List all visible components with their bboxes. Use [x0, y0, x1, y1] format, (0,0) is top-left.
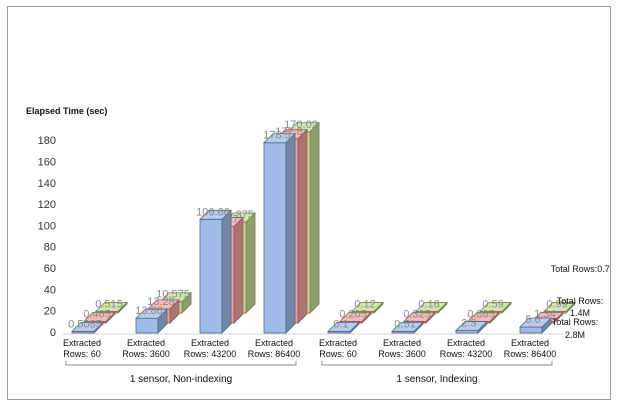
group-bracket [321, 361, 553, 366]
data-label: 13.28 [147, 296, 175, 308]
data-label: 106.66 [196, 206, 230, 218]
y-tick-label: 20 [44, 306, 56, 318]
legend-entry: Total Rows: [552, 317, 599, 327]
bar [519, 317, 552, 334]
category-label: Extracted [255, 338, 293, 348]
category-label: Rows: 86400 [248, 349, 301, 359]
category-label: Extracted [511, 338, 549, 348]
data-label: 0.325 [403, 308, 431, 320]
data-label: 0.5085 [68, 318, 102, 330]
legend-entry: 2.8M [565, 330, 585, 340]
group-bracket [65, 361, 297, 366]
data-label: 178.5 [263, 130, 291, 142]
category-label: Rows: 60 [63, 349, 101, 359]
category-label: Extracted [319, 338, 357, 348]
data-label: 0.865 [467, 308, 495, 320]
bar [455, 320, 488, 334]
category-label: Extracted [383, 338, 421, 348]
bar [199, 209, 232, 334]
data-label: 13.86 [135, 305, 163, 317]
bar [327, 321, 360, 334]
y-tick-label: 160 [38, 156, 56, 168]
category-label: Rows: 60 [319, 349, 357, 359]
y-tick-label: 40 [44, 284, 56, 296]
data-label: 10.575 [156, 289, 190, 301]
y-tick-label: 100 [38, 220, 56, 232]
category-label: Extracted [447, 338, 485, 348]
y-tick-label: 0 [50, 327, 56, 339]
data-label: 0.1 [333, 318, 348, 330]
category-label: Rows: 43200 [184, 349, 237, 359]
data-label: 0.465 [83, 308, 111, 320]
y-axis-title: Elapsed Time (sec) [26, 106, 107, 116]
bar-chart-3d: 0 20 40 60 80 100 120 140 160 180 Elapsed Time (se… [26, 106, 617, 385]
data-label: 0.205 [339, 308, 367, 320]
data-label: 0.59 [482, 298, 503, 310]
data-label: 0.99 [546, 298, 567, 310]
y-tick-label: 140 [38, 178, 56, 190]
group-label: 1 sensor, Indexing [396, 374, 477, 385]
group-label: 1 sensor, Non-indexing [130, 374, 232, 385]
data-label: 5.6 [525, 314, 540, 326]
data-label: 1.34 [534, 308, 555, 320]
legend-entry: Total Rows:0.7M [551, 264, 610, 274]
bar [135, 308, 168, 334]
data-label: 0.515 [95, 298, 123, 310]
data-label: 0.16 [418, 298, 439, 310]
data-label: 0.51 [394, 318, 415, 330]
data-label: 170.02 [284, 119, 318, 131]
y-tick-label: 180 [38, 135, 56, 147]
category-label: Extracted [191, 338, 229, 348]
bar [391, 321, 424, 334]
category-label: Rows: 3600 [122, 349, 170, 359]
category-label: Extracted [127, 338, 165, 348]
category-label: Rows: 86400 [504, 349, 557, 359]
y-tick-label: 120 [38, 199, 56, 211]
bar [263, 132, 296, 334]
bar [479, 301, 512, 314]
chart-frame: 0 20 40 60 80 100 120 140 160 180 Elapsed Time (se… [7, 6, 617, 400]
legend-entry: Total Rows: [557, 296, 604, 306]
bar [71, 321, 104, 334]
data-label: 0.12 [354, 298, 375, 310]
category-label: Rows: 43200 [440, 349, 493, 359]
y-tick-label: 80 [44, 242, 56, 254]
data-label: 2.3 [461, 318, 476, 330]
category-label: Extracted [63, 338, 101, 348]
y-tick-label: 60 [44, 263, 56, 275]
category-label: Rows: 3600 [378, 349, 426, 359]
legend-entry: 1.4M [570, 308, 590, 318]
